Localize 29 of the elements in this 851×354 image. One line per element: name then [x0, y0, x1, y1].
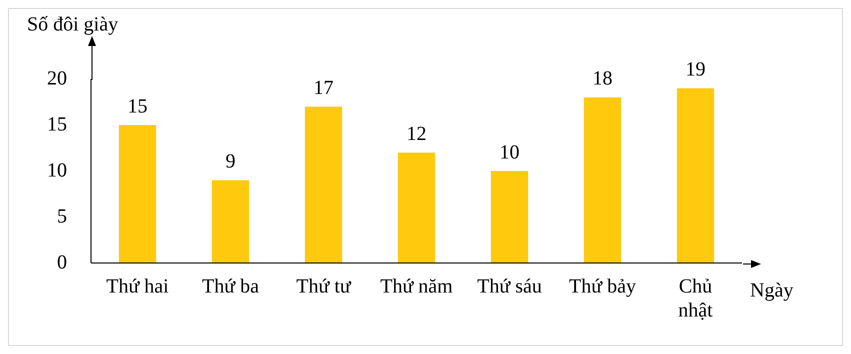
data-label: 10 — [500, 141, 520, 164]
chart-frame: Thứ hai Thứ ba Thứ tư Thứ năm Thứ sáu Thứ bảy Chủ nhật 0 5 10 15 20 Số đôi giày Ngày 15 9 17 12 10 18 19 — [8, 8, 843, 346]
x-axis-title: Ngày — [750, 279, 794, 302]
x-tick-label: Thứ sáu — [477, 275, 542, 298]
y-tick-label: 10 — [47, 159, 67, 182]
data-label: 15 — [128, 95, 148, 118]
data-label: 9 — [226, 150, 236, 172]
data-label: 18 — [592, 68, 612, 90]
data-label: 12 — [406, 122, 426, 145]
bar — [118, 125, 156, 263]
x-tick-label: Thứ bảy — [569, 275, 636, 298]
bar — [212, 180, 250, 263]
x-tick-label: Chủ nhật — [678, 275, 714, 322]
y-tick-label: 0 — [57, 251, 67, 274]
y-axis-title: Số đôi giày — [27, 13, 118, 36]
x-tick-label: Thứ ba — [202, 275, 260, 298]
bar — [584, 97, 622, 263]
data-label: 17 — [314, 76, 334, 99]
y-tick-label: 5 — [57, 205, 67, 228]
y-tick-label: 15 — [47, 113, 67, 136]
bar — [676, 88, 714, 263]
bar — [398, 152, 436, 263]
bar — [304, 106, 342, 263]
bar — [490, 171, 528, 263]
x-tick-label: Thứ tư — [296, 275, 352, 298]
data-label: 19 — [686, 58, 706, 80]
y-tick-label: 20 — [47, 67, 67, 90]
x-tick-label: Thứ năm — [380, 275, 454, 298]
x-tick-label: Thứ hai — [106, 275, 170, 298]
